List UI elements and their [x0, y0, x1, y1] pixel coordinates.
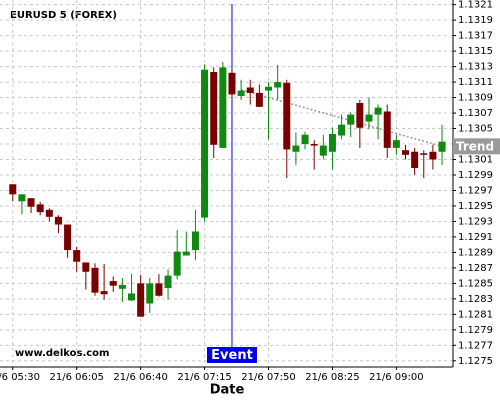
candle-body [191, 231, 199, 251]
y-tick-label: 1.1305 [458, 124, 493, 135]
y-tick-label: 1.1309 [458, 93, 493, 104]
x-tick-label: 21/6 07:50 [241, 372, 295, 383]
candle-body [9, 184, 17, 195]
y-tick-label: 1.1313 [458, 62, 493, 73]
candle-body [310, 144, 318, 146]
y-tick-label: 1.1279 [458, 325, 493, 336]
candle-body [54, 216, 62, 225]
y-tick-label: 1.1293 [458, 216, 493, 227]
candle-body [255, 92, 263, 107]
candle-body [246, 87, 254, 93]
candle-body [274, 82, 282, 88]
y-tick-label: 1.1319 [458, 15, 493, 26]
candle-body [146, 283, 154, 304]
candle-body [347, 114, 355, 125]
y-tick-label: 1.1285 [458, 278, 493, 289]
candle-body [128, 293, 136, 301]
y-tick-label: 1.1321 [458, 0, 493, 11]
x-axis-label: Date [210, 383, 245, 398]
candle-body [100, 291, 108, 295]
y-tick-label: 1.1307 [458, 108, 493, 119]
candle-body [237, 90, 245, 97]
grid [0, 0, 453, 367]
candle-body [173, 251, 181, 276]
candle-body [91, 267, 99, 293]
y-tick-label: 1.1275 [458, 356, 493, 367]
candle-body [118, 284, 126, 289]
y-tick-label: 1.1291 [458, 232, 493, 243]
x-tick-label: 21/6 09:00 [369, 372, 423, 383]
candle-body [109, 281, 117, 286]
candle-body [265, 86, 273, 91]
candle-body [283, 82, 291, 150]
y-tick-label: 1.1299 [458, 170, 493, 181]
x-tick-label: 21/6 06:40 [113, 372, 167, 383]
candle-body [201, 69, 209, 218]
candle-body [73, 250, 81, 262]
candle-body [164, 275, 172, 289]
candle-body [228, 72, 236, 95]
event-label-box [206, 347, 257, 363]
candle-body [438, 141, 446, 152]
candle-body [82, 262, 90, 272]
candle-body [328, 133, 336, 152]
y-tick-label: 1.1317 [458, 31, 493, 42]
candle-body [219, 67, 227, 148]
legend-label: Trend [456, 139, 494, 153]
candle-body [420, 153, 428, 155]
candle-body [36, 204, 44, 213]
candle-body [292, 145, 300, 152]
y-tick-label: 1.1289 [458, 247, 493, 258]
chart-title: EURUSD 5 (FOREX) [10, 10, 117, 21]
trend-label-box [453, 138, 500, 155]
candle-body [18, 194, 26, 202]
candle-body [402, 150, 410, 155]
y-tick-label: 1.1301 [458, 154, 493, 165]
candle-body [392, 140, 400, 148]
x-tick-label: 21/6 05:30 [0, 372, 40, 383]
candle-body [383, 111, 391, 148]
candle-body [27, 198, 35, 207]
candle-body [374, 107, 382, 115]
x-tick-label: 21/6 06:05 [49, 372, 103, 383]
event-label: Event [211, 348, 253, 363]
candle-body [319, 145, 327, 156]
y-tick-label: 1.1295 [458, 201, 493, 212]
y-tick-label: 1.1283 [458, 294, 493, 305]
y-tick-label: 1.1277 [458, 340, 493, 351]
candle-body [210, 72, 218, 145]
watermark: www.delkos.com [15, 348, 109, 359]
candle-body [411, 151, 419, 169]
candle-body [338, 124, 346, 136]
candle-body [137, 283, 145, 317]
candle-body [301, 134, 309, 145]
candle-body [365, 114, 373, 122]
y-tick-label: 1.1315 [458, 46, 493, 57]
y-tick-label: 1.1287 [458, 263, 493, 274]
candle-body [429, 151, 437, 160]
y-tick-label: 1.1281 [458, 309, 493, 320]
candle-body [155, 283, 163, 296]
y-tick-label: 1.1297 [458, 185, 493, 196]
candle-body [182, 251, 190, 256]
x-tick-label: 21/6 07:15 [177, 372, 231, 383]
candle-body [64, 224, 72, 251]
x-tick-label: 21/6 08:25 [305, 372, 359, 383]
y-tick-label: 1.1311 [458, 77, 493, 88]
candle-body [356, 102, 364, 128]
candle-body [45, 209, 53, 217]
